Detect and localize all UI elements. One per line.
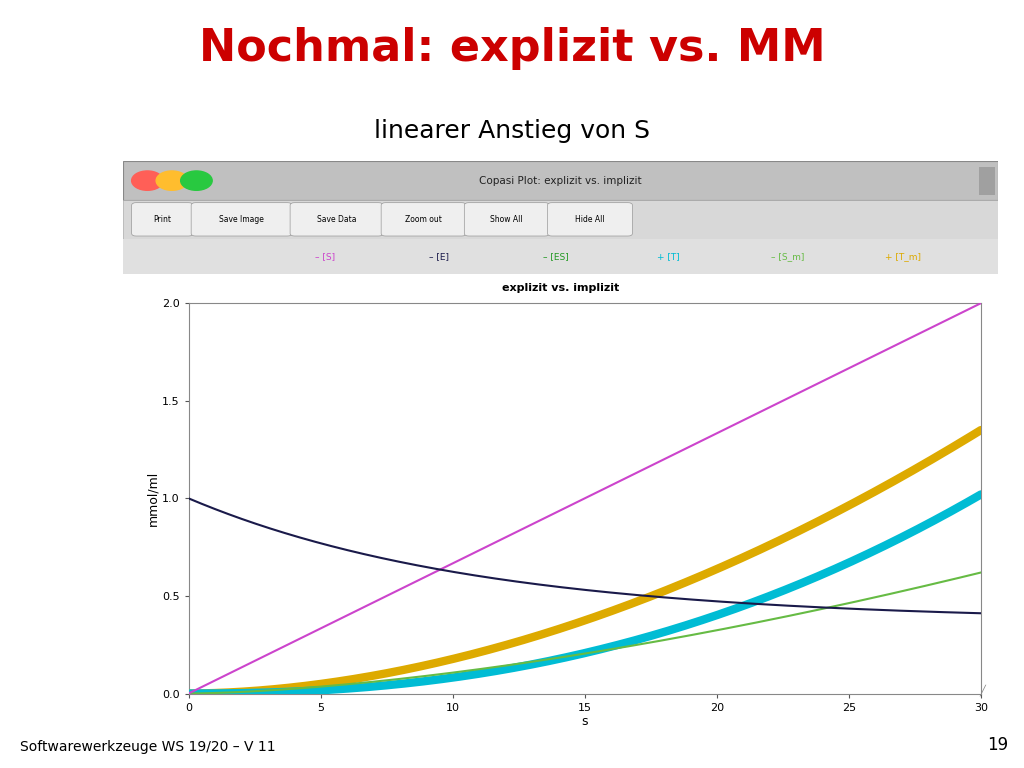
Text: Softwarewerkzeuge WS 19/20 – V 11: Softwarewerkzeuge WS 19/20 – V 11	[20, 740, 276, 754]
Bar	[979, 167, 995, 194]
FancyBboxPatch shape	[548, 203, 633, 236]
Text: Print: Print	[154, 215, 171, 223]
FancyBboxPatch shape	[123, 200, 998, 239]
Text: Save Data: Save Data	[316, 215, 356, 223]
Y-axis label: mmol/ml: mmol/ml	[146, 471, 159, 526]
FancyBboxPatch shape	[132, 203, 193, 236]
Text: ╱: ╱	[979, 684, 985, 696]
Text: + [T]: + [T]	[657, 252, 680, 260]
Text: linearer Anstieg von S: linearer Anstieg von S	[374, 119, 650, 143]
Circle shape	[180, 171, 212, 190]
Text: Show All: Show All	[490, 215, 523, 223]
FancyBboxPatch shape	[290, 203, 383, 236]
Text: Save Image: Save Image	[219, 215, 264, 223]
Text: Hide All: Hide All	[575, 215, 605, 223]
Text: Nochmal: explizit vs. MM: Nochmal: explizit vs. MM	[199, 27, 825, 70]
Text: – [E]: – [E]	[429, 252, 450, 260]
Text: Copasi Plot: explizit vs. implizit: Copasi Plot: explizit vs. implizit	[479, 176, 642, 186]
FancyBboxPatch shape	[464, 203, 549, 236]
Text: explizit vs. implizit: explizit vs. implizit	[502, 283, 620, 293]
X-axis label: s: s	[582, 715, 588, 728]
Circle shape	[132, 171, 163, 190]
FancyBboxPatch shape	[381, 203, 466, 236]
FancyBboxPatch shape	[191, 203, 292, 236]
Text: – [S]: – [S]	[315, 252, 336, 260]
Text: + [T_m]: + [T_m]	[885, 252, 921, 260]
Text: 19: 19	[987, 737, 1009, 754]
Circle shape	[156, 171, 187, 190]
Text: Zoom out: Zoom out	[406, 215, 442, 223]
FancyBboxPatch shape	[123, 239, 998, 273]
Text: – [ES]: – [ES]	[543, 252, 569, 260]
FancyBboxPatch shape	[123, 161, 998, 200]
Text: – [S_m]: – [S_m]	[771, 252, 804, 260]
